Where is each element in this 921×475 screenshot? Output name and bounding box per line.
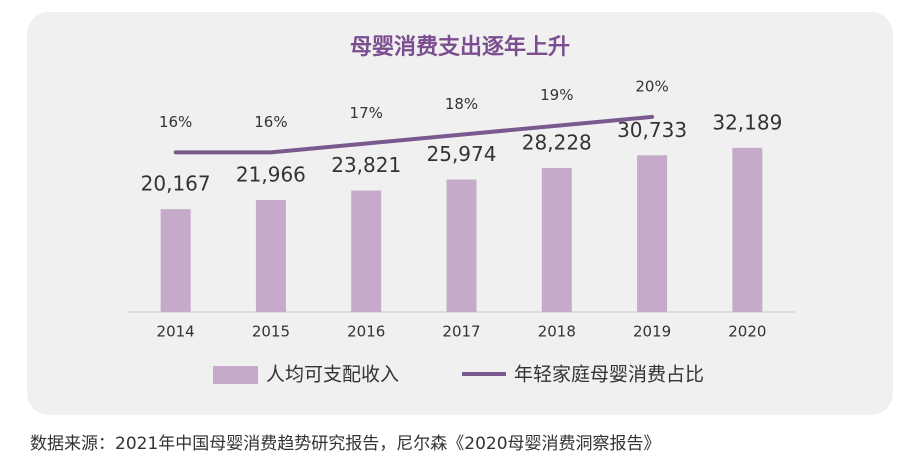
bar [255, 199, 286, 312]
x-tick-label: 2015 [252, 323, 290, 341]
legend-label: 年轻家庭母婴消费占比 [514, 364, 704, 386]
x-tick-label: 2016 [347, 323, 385, 341]
chart-title: 母婴消费支出逐年上升 [350, 34, 570, 60]
data-label: 16% [254, 113, 287, 131]
bar [446, 179, 477, 312]
data-label: 28,228 [522, 131, 592, 155]
legend-label: 人均可支配收入 [266, 364, 399, 386]
x-tick-label: 2017 [442, 323, 480, 341]
bar [732, 147, 763, 312]
line [173, 114, 655, 155]
bar [637, 155, 668, 312]
data-label: 23,821 [331, 153, 401, 177]
data-label: 19% [540, 86, 573, 104]
legend-swatch [213, 366, 258, 384]
data-label: 17% [350, 104, 383, 122]
data-label: 20,167 [141, 172, 211, 196]
data-label: 30,733 [617, 118, 687, 142]
data-label: 32,189 [712, 110, 782, 134]
x-tick-label: 2019 [633, 323, 671, 341]
bar [541, 168, 572, 312]
data-label: 18% [445, 95, 478, 113]
data-label: 21,966 [236, 162, 306, 186]
x-tick-label: 2014 [157, 323, 195, 341]
data-label: 16% [159, 113, 192, 131]
x-tick-label: 2018 [538, 323, 576, 341]
bar [351, 190, 382, 312]
data-label: 25,974 [427, 142, 497, 166]
bar [160, 209, 191, 312]
x-tick-label: 2020 [728, 323, 766, 341]
source-note: 数据来源：2021年中国母婴消费趋势研究报告，尼尔森《2020母婴消费洞察报告》 [30, 434, 661, 454]
data-label: 20% [635, 77, 668, 95]
